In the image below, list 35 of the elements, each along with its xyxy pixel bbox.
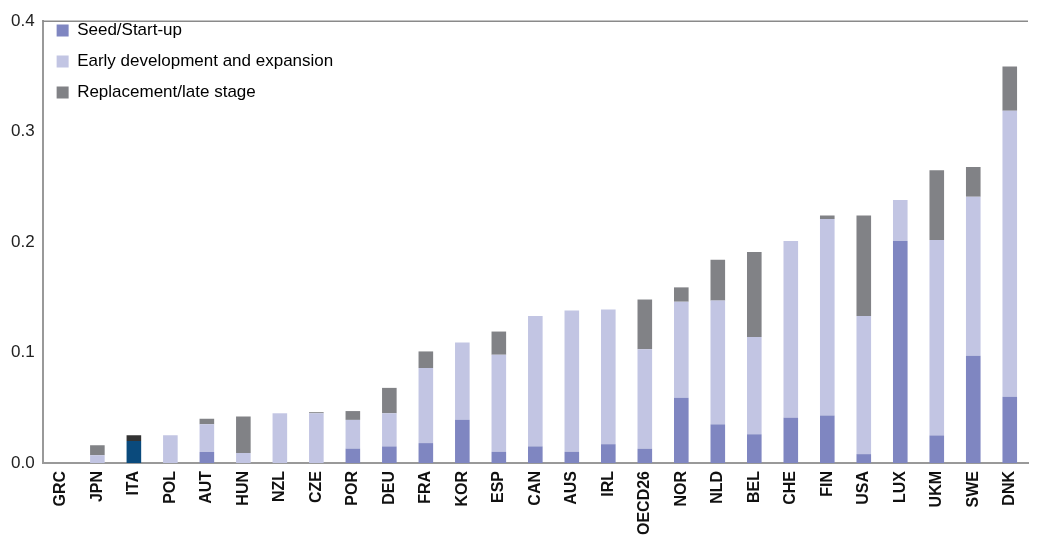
- x-tick-label: SWE: [963, 470, 981, 508]
- x-tick-label: FIN: [817, 470, 835, 497]
- x-tick-label: CHE: [781, 470, 799, 505]
- y-tick-label: 0.0: [10, 452, 35, 472]
- x-tick-label: POL: [160, 470, 178, 504]
- x-tick-label: POR: [343, 470, 361, 506]
- y-tick-label: 0.2: [10, 231, 35, 251]
- x-tick-label: FRA: [416, 470, 434, 504]
- x-tick-label: KOR: [452, 470, 470, 507]
- y-tick-label: 0.1: [10, 342, 35, 362]
- x-tick-label: GRC: [51, 470, 69, 507]
- x-tick-label: NLD: [708, 470, 726, 504]
- x-tick-label: OECD26: [635, 470, 653, 536]
- x-tick-label: HUN: [233, 470, 251, 506]
- x-tick-label: LUX: [890, 470, 908, 503]
- x-tick-label: UKM: [927, 470, 945, 508]
- x-tick-label: DEU: [379, 470, 397, 505]
- x-tick-label: NZL: [270, 470, 288, 503]
- x-tick-label: AUT: [197, 470, 215, 504]
- legend-label: Replacement/late stage: [77, 82, 256, 102]
- x-tick-label: NOR: [671, 470, 689, 507]
- x-tick-label: IRL: [598, 470, 616, 497]
- legend-label: Early development and expansion: [77, 51, 334, 71]
- x-tick-label: BEL: [744, 470, 762, 503]
- x-tick-label: CAN: [525, 470, 543, 506]
- x-tick-label: ESP: [489, 470, 507, 503]
- x-tick-label: DNK: [1000, 470, 1018, 506]
- x-tick-label: ITA: [124, 470, 142, 496]
- y-tick-label: 0.3: [10, 121, 35, 141]
- x-tick-label: USA: [854, 470, 872, 505]
- x-tick-label: JPN: [87, 470, 105, 503]
- y-tick-label: 0.4: [10, 10, 35, 30]
- x-tick-label: CZE: [306, 470, 324, 503]
- legend-label: Seed/Start-up: [77, 20, 183, 40]
- x-tick-label: AUS: [562, 470, 580, 505]
